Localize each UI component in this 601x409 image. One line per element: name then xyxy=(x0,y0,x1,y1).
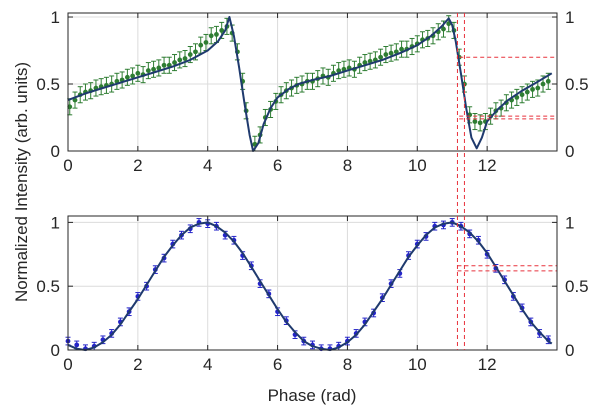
top-y-tick-label-right: 0 xyxy=(565,142,574,161)
top-y-tick-label: 0.5 xyxy=(36,75,60,94)
bottom-x-tick-label: 4 xyxy=(203,355,212,374)
bottom-x-tick-label: 2 xyxy=(133,355,142,374)
top-panel: 0 2 4 6 8 10 120 00.5 0.51 1 xyxy=(36,8,588,175)
top-data-point xyxy=(535,85,541,91)
top-data-point xyxy=(383,52,389,57)
top-data-point xyxy=(135,70,141,76)
top-data-point xyxy=(336,68,342,74)
bottom-axes-box xyxy=(67,215,558,351)
bottom-y-tick-label-right: 0 xyxy=(565,341,574,360)
top-data-point xyxy=(519,92,525,98)
top-x-tick-label: 4 xyxy=(203,156,212,175)
bottom-y-tick-label-right: 1 xyxy=(565,213,574,232)
top-data-point xyxy=(203,40,209,45)
top-data-point xyxy=(477,120,483,126)
bottom-x-tick-label: 10 xyxy=(408,355,427,374)
top-data-point xyxy=(172,60,177,65)
bottom-y-tick-label: 1 xyxy=(51,213,60,232)
top-data-point xyxy=(388,50,394,56)
top-x-tick-label: 0 xyxy=(63,156,72,175)
bottom-data-point xyxy=(74,342,80,348)
bottom-x-tick-label: 6 xyxy=(273,355,282,374)
top-axes-box xyxy=(67,12,558,152)
top-data-point xyxy=(193,49,198,55)
top-data-point xyxy=(198,42,204,48)
top-data-point xyxy=(67,104,73,110)
y-axis-label: Normalized Intensity (arb. units) xyxy=(12,62,31,302)
top-data-point xyxy=(362,60,368,65)
top-data-point xyxy=(441,26,446,32)
top-x-tick-label: 12 xyxy=(478,156,497,175)
top-y-tick-label-right: 1 xyxy=(565,8,574,27)
bottom-x-tick-label: 0 xyxy=(63,355,72,374)
top-x-tick-label: 10 xyxy=(408,156,427,175)
top-data-point xyxy=(208,33,214,39)
bottom-y-tick-label-right: 0.5 xyxy=(565,277,589,296)
top-x-tick-label: 6 xyxy=(273,156,282,175)
bottom-fit-line xyxy=(67,221,553,351)
top-data-point xyxy=(156,65,162,71)
top-data-point xyxy=(524,89,530,95)
top-data-point xyxy=(399,46,404,52)
bottom-x-tick-label: 12 xyxy=(478,355,497,374)
top-data-point xyxy=(145,68,151,74)
top-data-point xyxy=(130,73,136,79)
top-data-point xyxy=(540,81,546,87)
bottom-x-tick-label: 8 xyxy=(343,355,352,374)
top-data-point xyxy=(472,119,478,124)
top-data-point xyxy=(177,57,183,63)
top-data-point xyxy=(530,86,535,92)
top-y-tick-label: 0 xyxy=(51,142,60,161)
bottom-y-tick-label: 0.5 xyxy=(36,277,60,296)
x-axis-label: Phase (rad) xyxy=(268,386,357,405)
bottom-panel: 0 2 4 6 8 10 120 00.5 0.51 1 xyxy=(36,213,588,374)
top-data-point xyxy=(378,54,384,60)
bottom-y-tick-label: 0 xyxy=(51,341,60,360)
shared-vertical-reference-lines xyxy=(456,13,465,350)
top-data-point xyxy=(124,74,130,80)
top-data-point xyxy=(187,52,193,57)
top-data-point xyxy=(219,28,225,33)
top-data-point xyxy=(161,62,167,68)
top-y-tick-label: 1 xyxy=(51,8,60,27)
top-x-tick-label: 2 xyxy=(133,156,142,175)
top-y-tick-label-right: 0.5 xyxy=(565,75,589,94)
top-data-point xyxy=(214,32,219,37)
top-data-point xyxy=(182,56,188,61)
top-data-point xyxy=(545,78,551,84)
top-data-point xyxy=(151,66,156,72)
top-fit-line xyxy=(67,16,553,152)
top-x-tick-label: 8 xyxy=(343,156,352,175)
